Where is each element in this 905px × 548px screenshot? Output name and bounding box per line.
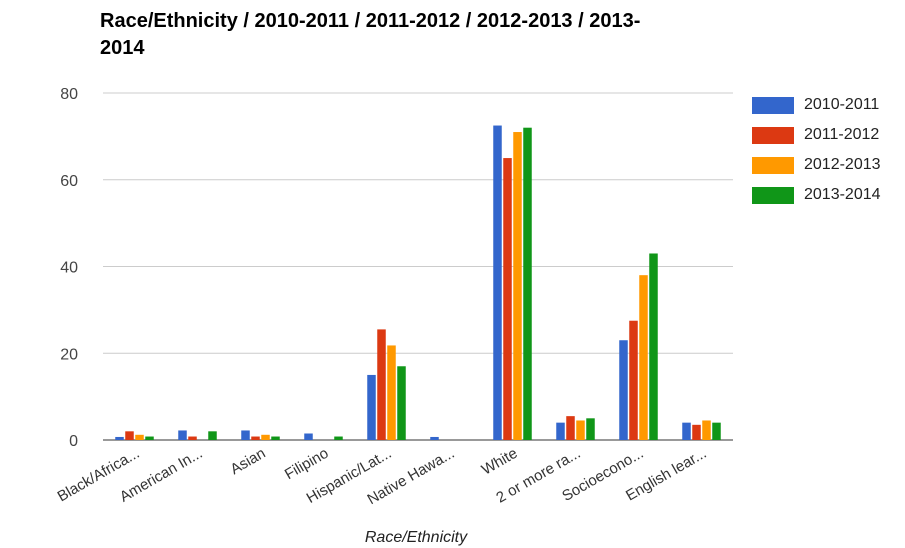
legend-label: 2013-2014 (804, 186, 881, 203)
y-tick-label: 80 (60, 86, 78, 103)
legend-item: 2013-2014 (752, 180, 881, 210)
bar (397, 366, 406, 440)
x-tick-label: Filipino (282, 445, 332, 483)
chart-title: Race/Ethnicity / 2010-2011 / 2011-2012 /… (100, 10, 641, 59)
bar (513, 132, 522, 440)
grid (103, 92, 733, 441)
legend-label: 2012-2013 (804, 156, 881, 173)
bar (334, 436, 343, 440)
bar (115, 436, 124, 440)
legend-item: 2011-2012 (752, 120, 881, 150)
bar (649, 253, 658, 440)
bar (629, 320, 638, 440)
legend-label: 2011-2012 (804, 126, 880, 143)
bar (576, 420, 585, 440)
bar (619, 340, 628, 440)
x-axis-title: Race/Ethnicity (365, 529, 468, 546)
legend-swatch (752, 156, 794, 174)
bar (682, 422, 691, 440)
legend-item: 2010-2011 (752, 90, 881, 120)
legend-swatch (752, 126, 794, 144)
y-tick-label: 0 (69, 433, 78, 450)
y-tick-label: 60 (60, 173, 78, 190)
y-tick-label: 40 (60, 260, 78, 277)
legend-label: 2010-2011 (804, 96, 880, 113)
bar (566, 416, 575, 440)
bar (367, 374, 376, 440)
bar (523, 127, 532, 440)
legend: 2010-2011 2011-2012 2012-2013 2013-2014 (752, 90, 881, 210)
y-axis-ticks: 0 20 40 60 80 (60, 86, 78, 450)
bars (115, 125, 721, 440)
x-axis-ticks: Black/Africa...American In... Asian Filipi… (55, 445, 710, 508)
bar (145, 436, 154, 440)
y-tick-label: 20 (60, 346, 78, 363)
bar (387, 345, 396, 440)
bar (178, 430, 187, 440)
legend-swatch (752, 96, 794, 114)
bar (241, 430, 250, 440)
bar (271, 436, 280, 440)
bar (135, 434, 144, 440)
bar (125, 431, 134, 440)
bar (712, 422, 721, 440)
bar (188, 436, 197, 440)
bar (208, 431, 217, 440)
x-tick-label: White (479, 445, 521, 479)
bar (586, 418, 595, 440)
bar (639, 275, 648, 440)
bar (377, 329, 386, 440)
legend-item: 2012-2013 (752, 150, 881, 180)
bar (430, 436, 439, 440)
legend-swatch (752, 186, 794, 204)
bar (692, 424, 701, 440)
bar (503, 158, 512, 440)
bar (493, 125, 502, 440)
bar (702, 420, 711, 440)
bar (261, 434, 270, 440)
bar (556, 422, 565, 440)
x-tick-label: Asian (227, 445, 268, 478)
bar (304, 433, 313, 440)
bar (251, 436, 260, 440)
